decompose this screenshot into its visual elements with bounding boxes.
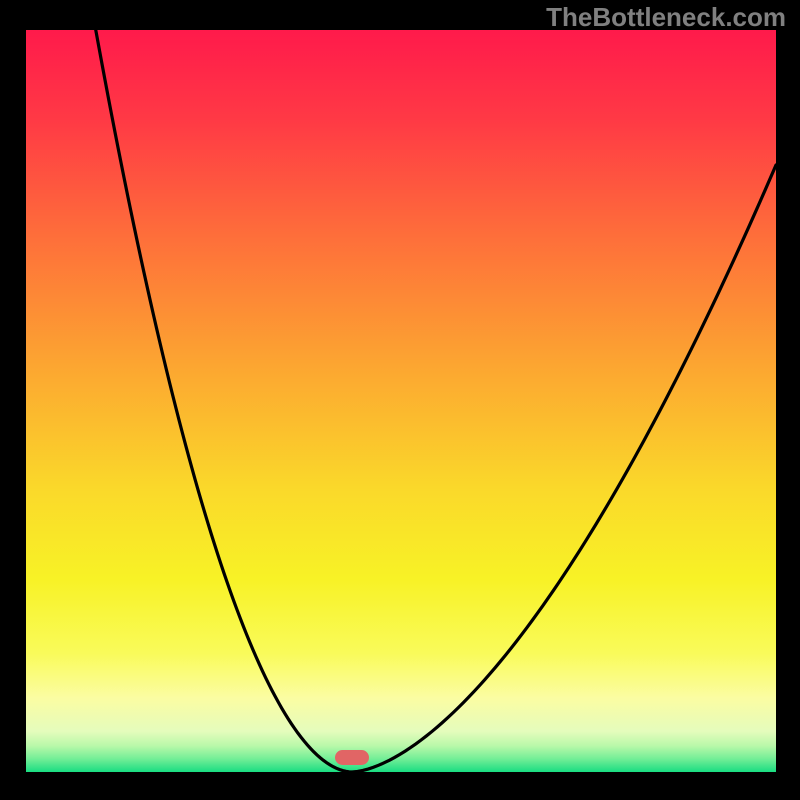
plot-area <box>26 30 776 772</box>
watermark-text: TheBottleneck.com <box>546 2 786 33</box>
plot-svg <box>26 30 776 772</box>
dip-marker <box>335 750 369 765</box>
